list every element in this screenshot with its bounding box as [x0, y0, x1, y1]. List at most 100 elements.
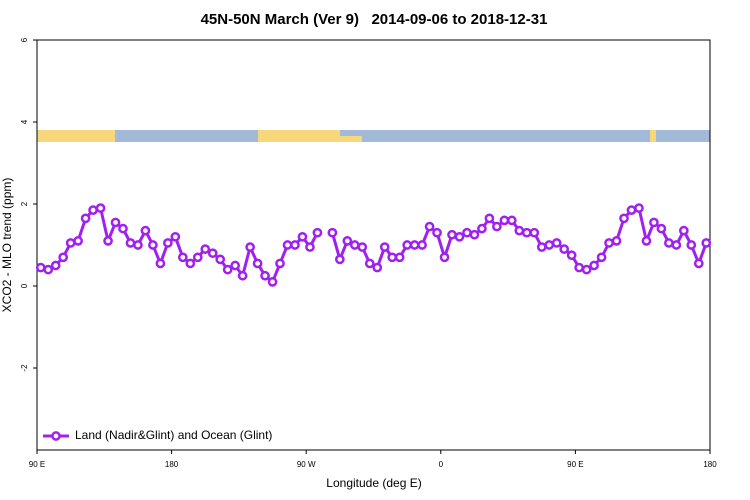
data-point [409, 240, 420, 250]
data-point [521, 227, 532, 238]
data-point [611, 236, 622, 246]
data-point [237, 270, 248, 281]
data-point [589, 260, 599, 271]
data-point [305, 242, 315, 252]
data-point [80, 213, 91, 224]
chart-title: 45N-50N March (Ver 9) 2014-09-06 to 2018… [201, 11, 548, 28]
data-point [207, 248, 218, 259]
data-point [215, 254, 226, 265]
data-point [664, 238, 674, 248]
y-tick-label: 0 [20, 283, 29, 288]
data-point [297, 231, 308, 242]
data-point [357, 242, 368, 252]
data-point [35, 262, 46, 273]
data-point [140, 225, 151, 236]
data-point [529, 227, 540, 238]
y-tick-label: 6 [20, 37, 29, 42]
data-point [693, 258, 704, 269]
data-point [50, 260, 61, 271]
data-point [200, 244, 211, 254]
data-point [432, 227, 442, 238]
data-point [155, 258, 166, 269]
data-point [387, 252, 398, 263]
data-point [349, 240, 360, 250]
data-point [641, 236, 652, 246]
x-tick-label: 180 [703, 460, 717, 469]
data-point [536, 242, 547, 252]
x-tick-label: 90 E [29, 460, 45, 469]
data-point [402, 240, 412, 250]
data-point [686, 240, 697, 250]
data-point [185, 258, 196, 269]
y-tick-label: 2 [20, 201, 29, 206]
data-point [394, 252, 405, 263]
data-point [170, 231, 181, 242]
data-point [252, 258, 263, 269]
data-point [192, 252, 203, 263]
data-point [118, 223, 128, 234]
data-point [58, 252, 69, 263]
data-point [364, 258, 375, 269]
surface-strip [37, 130, 710, 142]
data-point [447, 229, 457, 240]
data-point [559, 244, 570, 254]
x-tick-label: 0 [439, 460, 444, 469]
data-point [626, 205, 637, 215]
data-point [110, 217, 121, 228]
data-point [604, 238, 614, 248]
data-point [163, 238, 173, 248]
data-point [73, 236, 83, 246]
data-point [267, 277, 278, 287]
data-point [177, 252, 188, 263]
data-point [634, 203, 644, 213]
data-point [379, 242, 390, 252]
data-point [417, 240, 427, 250]
data-point [499, 215, 510, 226]
data-point [492, 221, 502, 232]
data-point [566, 250, 577, 261]
data-point [574, 262, 584, 273]
data-point [514, 225, 525, 236]
legend-marker [51, 431, 61, 441]
data-point [581, 264, 592, 275]
data-point [439, 252, 450, 263]
data-point [88, 205, 98, 215]
data-point [65, 238, 76, 248]
data-point [372, 262, 383, 273]
data-point [477, 223, 487, 234]
data-point [506, 215, 517, 226]
data-point [327, 227, 338, 238]
data-point [125, 238, 136, 248]
data-point [484, 213, 495, 224]
legend-label: Land (Nadir&Glint) and Ocean (Glint) [75, 428, 272, 442]
data-point [701, 238, 712, 248]
data-point [649, 217, 659, 228]
data-point [275, 258, 285, 269]
data-point [260, 270, 270, 281]
data-point [290, 240, 300, 250]
x-tick-label: 180 [165, 460, 179, 469]
data-point [454, 231, 465, 242]
data-point [222, 264, 233, 275]
y-axis-label: XCO2 - MLO trend (ppm) [0, 178, 14, 313]
data-point [133, 240, 143, 250]
y-tick-label: 4 [20, 119, 29, 124]
data-point [342, 236, 353, 246]
data-point [282, 240, 293, 250]
data-point [656, 223, 667, 234]
x-tick-label: 90 E [567, 460, 583, 469]
data-point [424, 221, 435, 232]
data-point [103, 236, 113, 246]
data-point [462, 227, 472, 238]
data-point [312, 227, 323, 238]
data-point [619, 213, 629, 224]
data-point [95, 203, 106, 213]
data-point [551, 238, 562, 248]
data-point [469, 229, 480, 240]
data-point [43, 264, 54, 275]
data-point [335, 254, 345, 265]
data-point [245, 242, 255, 252]
y-tick-label: -2 [20, 364, 29, 372]
x-tick-label: 90 W [297, 460, 316, 469]
